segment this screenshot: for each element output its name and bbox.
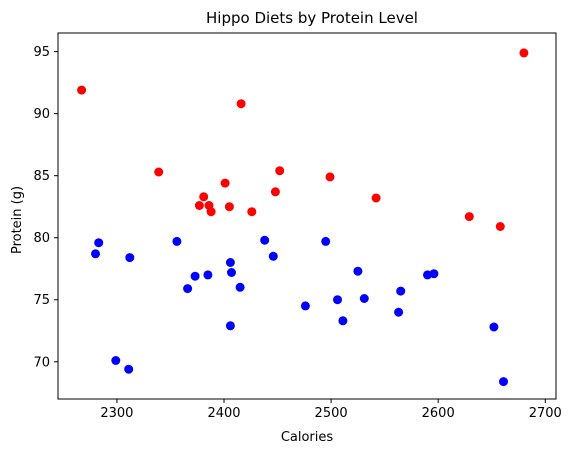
data-point-s1-17 [333, 295, 342, 305]
y-tick-label: 80 [33, 231, 50, 246]
data-point-s0-1 [154, 167, 164, 177]
data-point-s0-11 [275, 166, 285, 176]
y-tick-label: 90 [33, 107, 50, 122]
data-point-s1-9 [225, 258, 235, 267]
y-tick-label: 75 [33, 293, 50, 308]
points-layer [77, 48, 529, 387]
data-point-s1-0 [91, 249, 100, 259]
x-tick-label: 2300 [100, 406, 133, 421]
data-point-s1-14 [268, 251, 278, 261]
y-axis-label: Protein (g) [10, 186, 25, 254]
data-point-s1-20 [359, 294, 369, 303]
data-point-s1-25 [489, 322, 499, 332]
data-point-s1-15 [300, 301, 310, 311]
data-point-s1-12 [235, 282, 245, 292]
data-point-s0-9 [247, 207, 257, 217]
data-point-s0-14 [464, 212, 474, 222]
data-point-s1-16 [321, 236, 331, 246]
data-point-s0-13 [371, 193, 381, 203]
data-point-s1-6 [183, 284, 193, 294]
data-point-s0-16 [519, 48, 529, 58]
data-point-s0-8 [236, 99, 246, 109]
data-point-s1-19 [353, 266, 363, 276]
data-point-s1-1 [94, 238, 104, 248]
data-point-s1-2 [111, 356, 121, 365]
data-point-s1-4 [125, 253, 135, 263]
y-tick-label: 70 [33, 355, 50, 370]
x-tick-label: 2400 [207, 406, 240, 421]
data-point-s1-18 [338, 316, 348, 326]
data-point-s0-0 [77, 85, 87, 95]
data-point-s0-7 [224, 202, 234, 212]
y-tick-label: 85 [33, 169, 50, 184]
x-tick-label: 2700 [529, 406, 562, 421]
data-point-s1-8 [203, 270, 213, 280]
x-tick-label: 2600 [422, 406, 455, 421]
data-point-s1-3 [124, 364, 134, 374]
x-tick-label: 2500 [315, 406, 348, 421]
data-point-s0-6 [220, 178, 230, 188]
y-tick-label: 95 [33, 45, 50, 60]
data-point-s1-13 [260, 235, 270, 245]
data-point-s1-10 [227, 268, 236, 277]
data-point-s1-24 [429, 269, 439, 279]
data-point-s0-10 [270, 187, 280, 197]
data-point-s0-3 [199, 192, 209, 202]
data-point-s1-7 [190, 271, 200, 281]
data-point-s1-22 [396, 286, 406, 296]
data-point-s1-21 [394, 307, 404, 317]
ticks-layer: 2300 2400 2500 2600 2700 70 75 80 85 90 95 [33, 45, 561, 421]
x-axis-label: Calories [281, 430, 334, 445]
plot-frame [57, 32, 557, 400]
data-point-s1-5 [172, 236, 182, 246]
chart-title: Hippo Diets by Protein Level [206, 9, 418, 27]
data-point-s1-26 [499, 377, 508, 387]
data-point-s0-12 [325, 172, 335, 182]
data-point-s0-2 [194, 201, 204, 210]
data-point-s0-5 [206, 207, 216, 217]
data-point-s0-15 [495, 222, 505, 231]
data-point-s1-11 [225, 321, 235, 331]
